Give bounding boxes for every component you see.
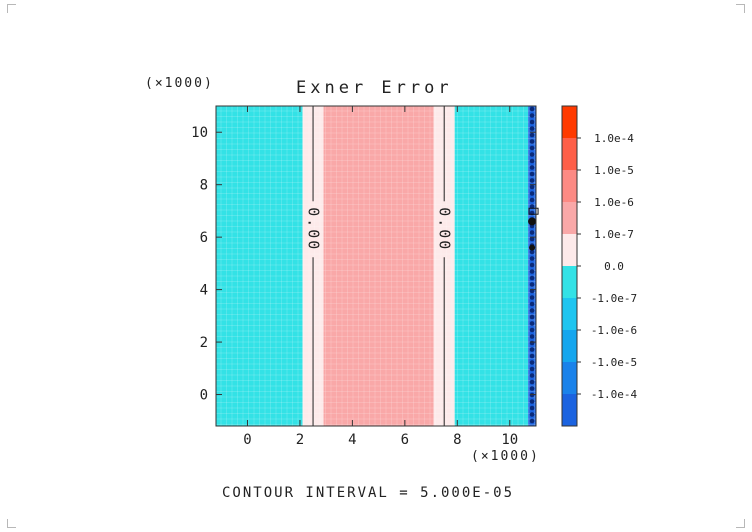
y-tick-label: 4 [200, 283, 208, 299]
y-tick-label: 2 [200, 335, 208, 351]
boundary-dot [529, 197, 535, 203]
colorbar-label: 1.0e-5 [594, 164, 634, 177]
boundary-dot [529, 275, 535, 281]
boundary-dot [529, 145, 535, 151]
boundary-dot [529, 262, 535, 268]
boundary-dot [529, 249, 535, 255]
boundary-dot [529, 126, 535, 131]
colorbar-swatch [562, 106, 577, 138]
y-tick-label: 0 [200, 388, 208, 404]
colorbar-swatch [562, 394, 577, 426]
colorbar-swatch [562, 138, 577, 170]
colorbar-swatch [562, 330, 577, 362]
boundary-dot [529, 405, 535, 411]
colorbar-label: -1.0e-5 [591, 356, 637, 369]
x-tick-label: 0 [243, 432, 251, 448]
contour-label-0: 0.00 [305, 207, 323, 251]
x-tick-label: 10 [501, 432, 518, 448]
y-tick-label: 8 [200, 178, 208, 194]
boundary-dot [529, 139, 535, 144]
x-tick-label: 8 [453, 432, 461, 448]
colorbar-swatch [562, 170, 577, 202]
boundary-dot [529, 119, 535, 125]
corner-mark-bottom-left [7, 519, 16, 528]
y-tick-label: 10 [191, 125, 208, 141]
corner-mark-top-right [736, 4, 745, 13]
boundary-dot [529, 282, 535, 287]
contour-interval-note: CONTOUR INTERVAL = 5.000E-05 [222, 485, 515, 501]
boundary-dot [529, 171, 535, 177]
colorbar-swatch [562, 298, 577, 330]
boundary-dot [529, 152, 535, 157]
boundary-dot [529, 256, 535, 261]
region-0 [216, 106, 303, 426]
boundary-dot [529, 191, 535, 196]
colorbar-swatch [562, 202, 577, 234]
boundary-dot [529, 158, 535, 164]
boundary-dot [529, 366, 535, 372]
boundary-dot [529, 165, 535, 170]
colorbar-label: -1.0e-4 [591, 388, 638, 401]
boundary-dot [529, 204, 535, 209]
boundary-dot [529, 399, 535, 404]
boundary-dot [529, 386, 535, 391]
boundary-dot [529, 113, 535, 118]
x-tick-label: 6 [401, 432, 409, 448]
region-4 [454, 106, 529, 426]
region-2 [323, 106, 434, 426]
boundary-marker [529, 244, 536, 251]
y-axis-multiplier: (×1000) [145, 76, 214, 91]
colorbar-label: 1.0e-7 [594, 228, 634, 241]
corner-mark-top-left [7, 4, 16, 13]
boundary-dot [529, 321, 535, 326]
x-tick-label: 2 [296, 432, 304, 448]
colorbar-label: 1.0e-4 [594, 132, 634, 145]
boundary-dot [529, 412, 535, 417]
boundary-dot [529, 106, 535, 112]
boundary-dot [529, 314, 535, 320]
colorbar-label: -1.0e-7 [591, 292, 637, 305]
y-tick-label: 6 [200, 230, 208, 246]
colorbar-swatch [562, 266, 577, 298]
x-tick-label: 4 [348, 432, 356, 448]
boundary-marker [528, 217, 537, 226]
boundary-dot [529, 230, 535, 235]
plot-frame [215, 105, 537, 427]
boundary-dot [529, 327, 535, 333]
boundary-dot [529, 301, 535, 307]
colorbar-label: -1.0e-6 [591, 324, 637, 337]
contour-label-1: 0.00 [436, 207, 454, 251]
boundary-dot [529, 308, 535, 313]
boundary-dot [529, 418, 535, 424]
boundary-marker [528, 207, 539, 215]
x-axis-multiplier: (×1000) [471, 449, 540, 464]
boundary-dot [529, 353, 535, 359]
colorbar-swatch [562, 362, 577, 394]
boundary-dot [529, 178, 535, 183]
chart-title: Exner Error [296, 78, 453, 98]
boundary-dot [529, 379, 535, 385]
corner-mark-bottom-right [736, 519, 745, 528]
boundary-dot [529, 334, 535, 339]
colorbar-label: 0.0 [604, 260, 624, 273]
boundary-dot [529, 236, 535, 242]
boundary-dot [529, 132, 535, 138]
colorbar-swatch [562, 234, 577, 266]
boundary-dot [529, 347, 535, 352]
boundary-dot [529, 184, 535, 190]
boundary-dot [529, 340, 535, 346]
colorbar-label: 1.0e-6 [594, 196, 634, 209]
boundary-dot [529, 269, 535, 274]
boundary-dot [529, 373, 535, 378]
boundary-dot [529, 360, 535, 365]
boundary-dot [529, 295, 535, 300]
